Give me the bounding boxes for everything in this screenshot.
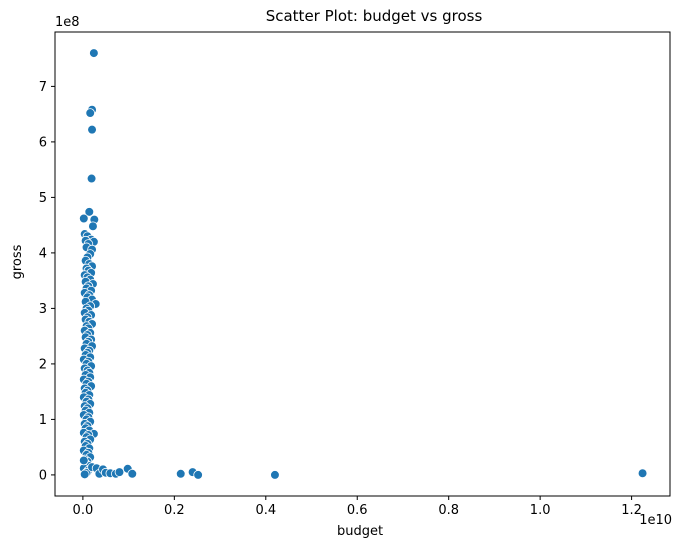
x-tick-label: 1.0 [530,503,551,518]
x-tick-label: 0.2 [164,503,185,518]
data-point [86,173,97,184]
x-tick-label: 0.4 [255,503,276,518]
x-tick-label: 0.8 [438,503,459,518]
data-point [175,468,186,479]
data-point [114,467,125,477]
x-axis-label: budget [337,524,383,539]
x-tick-label: 1.2 [621,503,642,518]
x-axis-ticks: 0.0 0.2 0.4 0.6 0.8 1.0 1.2 [73,496,642,518]
y-axis-offset-label: 1e8 [55,15,80,30]
y-tick-label: 3 [39,302,47,317]
x-tick-label: 0.0 [73,503,94,518]
y-tick-label: 4 [39,246,47,261]
x-tick-label: 0.6 [347,503,368,518]
y-tick-label: 6 [39,135,47,150]
chart-title: Scatter Plot: budget vs gross [266,7,483,25]
y-tick-label: 5 [39,191,47,206]
data-point [637,468,648,479]
data-point [193,470,203,480]
data-point [79,213,89,224]
data-point [79,469,90,480]
points-layer [79,48,648,480]
y-axis-label: gross [10,244,25,279]
data-point [85,108,96,118]
y-axis-ticks: 0 1 2 3 4 5 6 7 [39,80,55,483]
data-point [270,470,280,480]
y-tick-label: 0 [39,468,47,483]
data-point [88,221,98,232]
data-point [89,48,99,58]
plot-frame [54,31,671,497]
y-tick-label: 7 [39,80,47,95]
y-tick-label: 2 [39,357,47,372]
data-point [84,207,95,217]
data-point [79,455,89,466]
x-axis-offset-label: 1e10 [639,513,672,528]
data-point [87,124,97,135]
data-point [127,468,138,479]
y-tick-label: 1 [39,413,47,428]
